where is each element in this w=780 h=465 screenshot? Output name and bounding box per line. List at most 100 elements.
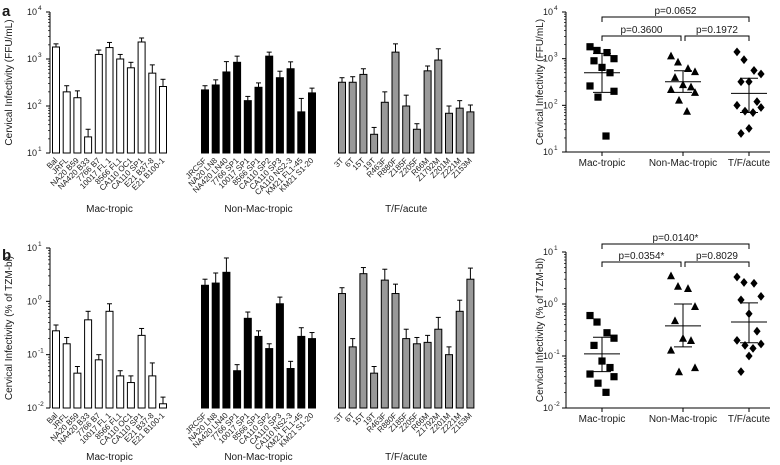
bar <box>412 343 421 409</box>
y-tick-label: 10 <box>543 403 553 413</box>
group-label: Non-Mac-tropic <box>224 204 292 215</box>
bar <box>222 271 231 409</box>
significance-bracket <box>684 35 750 41</box>
bar <box>286 368 295 409</box>
y-tick-exponent: -1 <box>554 349 560 356</box>
bar <box>254 335 263 409</box>
data-point <box>733 272 741 282</box>
group-label: Mac-tropic <box>86 452 133 463</box>
y-tick-label: 10 <box>543 147 553 157</box>
bar <box>370 133 379 154</box>
y-tick-label: 10 <box>543 7 553 17</box>
y-tick-exponent: 0 <box>38 294 42 301</box>
data-point <box>749 344 757 353</box>
data-point <box>740 278 748 287</box>
data-point <box>750 66 758 75</box>
data-point <box>602 388 610 396</box>
group-label: Non-Mac-tropic <box>224 452 292 463</box>
y-axis-label: Cervical Infectivity (FFU/mL) <box>535 19 546 145</box>
bar <box>243 100 252 154</box>
panel-label: a <box>2 3 11 20</box>
data-point <box>667 51 675 60</box>
data-point <box>590 57 598 65</box>
data-point <box>687 82 695 91</box>
y-tick-label: 10 <box>27 148 37 158</box>
bar <box>211 282 220 409</box>
data-point <box>594 379 602 387</box>
bar <box>62 91 71 154</box>
bar <box>84 319 93 409</box>
data-point <box>602 132 610 140</box>
significance-bracket <box>601 35 682 41</box>
data-point <box>733 335 741 345</box>
x-tick-label: Non-Mac-tropic <box>649 158 717 169</box>
bar <box>359 73 368 154</box>
bar <box>455 310 464 409</box>
bar <box>137 334 146 409</box>
data-point <box>684 64 692 72</box>
data-point <box>610 87 618 95</box>
bar <box>434 328 443 409</box>
group-label: T/F/acute <box>385 452 428 463</box>
bar <box>391 51 400 154</box>
y-axis-label: Cervical Infectivity (% of TZM-bl) <box>4 256 15 400</box>
y-tick-exponent: 4 <box>38 5 42 12</box>
bar <box>348 81 357 154</box>
data-point <box>667 271 675 280</box>
y-tick-exponent: 3 <box>38 52 42 59</box>
y-tick-label: 10 <box>27 403 37 413</box>
bar <box>233 370 242 409</box>
p-value-label: p=0.0652 <box>655 6 697 17</box>
significance-bracket <box>601 261 682 267</box>
data-point <box>674 281 682 290</box>
y-tick-exponent: 1 <box>554 245 558 252</box>
data-point <box>594 93 602 101</box>
data-point <box>740 55 748 65</box>
y-axis-label: Cervical Infectivity (% of TZM-bl) <box>535 258 546 402</box>
data-point <box>757 292 765 301</box>
bar <box>370 372 379 409</box>
data-point <box>757 103 765 112</box>
bar <box>297 335 306 409</box>
y-tick-label: 10 <box>27 350 37 360</box>
x-tick-label: Mac-tropic <box>579 158 626 169</box>
bar <box>391 293 400 409</box>
bar <box>222 71 231 154</box>
bar <box>359 273 368 409</box>
bar <box>412 128 421 154</box>
data-point <box>671 316 679 325</box>
y-tick-exponent: 4 <box>554 5 558 12</box>
bar <box>116 375 125 409</box>
bar <box>434 59 443 154</box>
data-point <box>586 370 594 378</box>
bar <box>402 338 411 409</box>
y-tick-exponent: -2 <box>554 401 560 408</box>
bar <box>201 89 209 154</box>
data-point <box>586 43 594 51</box>
significance-bracket <box>601 243 750 249</box>
y-tick-exponent: 1 <box>38 146 42 153</box>
data-point <box>675 367 683 376</box>
bar <box>275 303 284 409</box>
y-tick-label: 10 <box>27 54 37 64</box>
data-point <box>757 69 765 79</box>
data-point <box>745 351 753 361</box>
data-point <box>684 284 692 292</box>
data-point <box>674 57 682 66</box>
data-point <box>667 85 675 93</box>
y-tick-label: 10 <box>543 299 553 309</box>
bar <box>84 136 93 154</box>
data-point <box>610 334 618 342</box>
x-tick-label: T/F/acute <box>728 158 771 169</box>
data-point <box>737 295 745 305</box>
data-point <box>753 97 761 107</box>
data-point <box>753 326 761 336</box>
bar <box>73 97 82 154</box>
data-point <box>586 311 594 320</box>
bar <box>308 92 316 154</box>
bar <box>338 293 346 409</box>
bar <box>94 359 103 409</box>
panel-label: b <box>2 247 11 264</box>
x-tick-label: Mac-tropic <box>579 414 626 425</box>
